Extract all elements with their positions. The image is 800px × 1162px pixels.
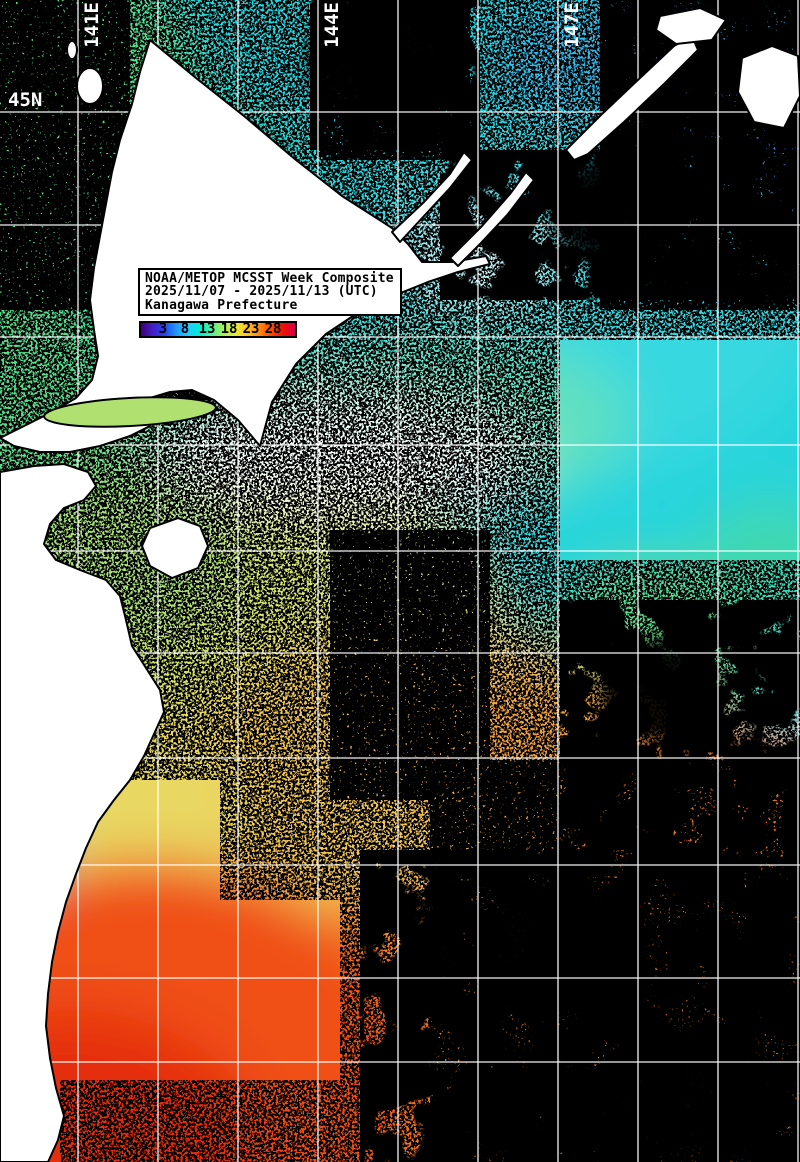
region-name: Kanagawa Prefecture <box>145 297 298 313</box>
uchiura-bay-water <box>43 396 217 428</box>
composite-period: 2025/11/07 - 2025/11/13 (UTC) <box>145 284 378 300</box>
colorbar-tick: 13 <box>198 321 216 337</box>
kuril-island-patch-ne <box>737 45 800 129</box>
colorbar-tick: 3 <box>158 321 168 337</box>
temperature-colorbar: 3 8 13 18 23 28 <box>139 321 297 338</box>
iturup-island <box>565 35 699 161</box>
shimokita-east-patch <box>141 517 209 579</box>
rishiri-island <box>76 67 104 105</box>
longitude-label-144e: 144E <box>321 2 343 48</box>
kunashiri-island <box>449 171 535 267</box>
longitude-label-141e: 141E <box>81 2 103 48</box>
landmasses <box>0 7 800 1162</box>
latitude-label-45n: 45N <box>8 89 43 111</box>
honshu-tohoku-landmass <box>0 463 165 1162</box>
colorbar-tick: 28 <box>264 321 282 337</box>
colorbar-gradient <box>141 323 295 336</box>
colorbar-tick: 18 <box>220 321 238 337</box>
map-title-box: NOAA/METOP MCSST Week Composite 2025/11/… <box>138 268 402 317</box>
kuril-island-patch-n <box>655 7 727 45</box>
colorbar-tick: 23 <box>242 321 260 337</box>
product-title: NOAA/METOP MCSST Week Composite <box>145 271 394 286</box>
colorbar-tick: 8 <box>180 321 190 337</box>
shiretoko-peninsula <box>391 151 473 243</box>
rebun-island <box>66 40 78 60</box>
longitude-label-147e: 147E <box>561 2 583 48</box>
